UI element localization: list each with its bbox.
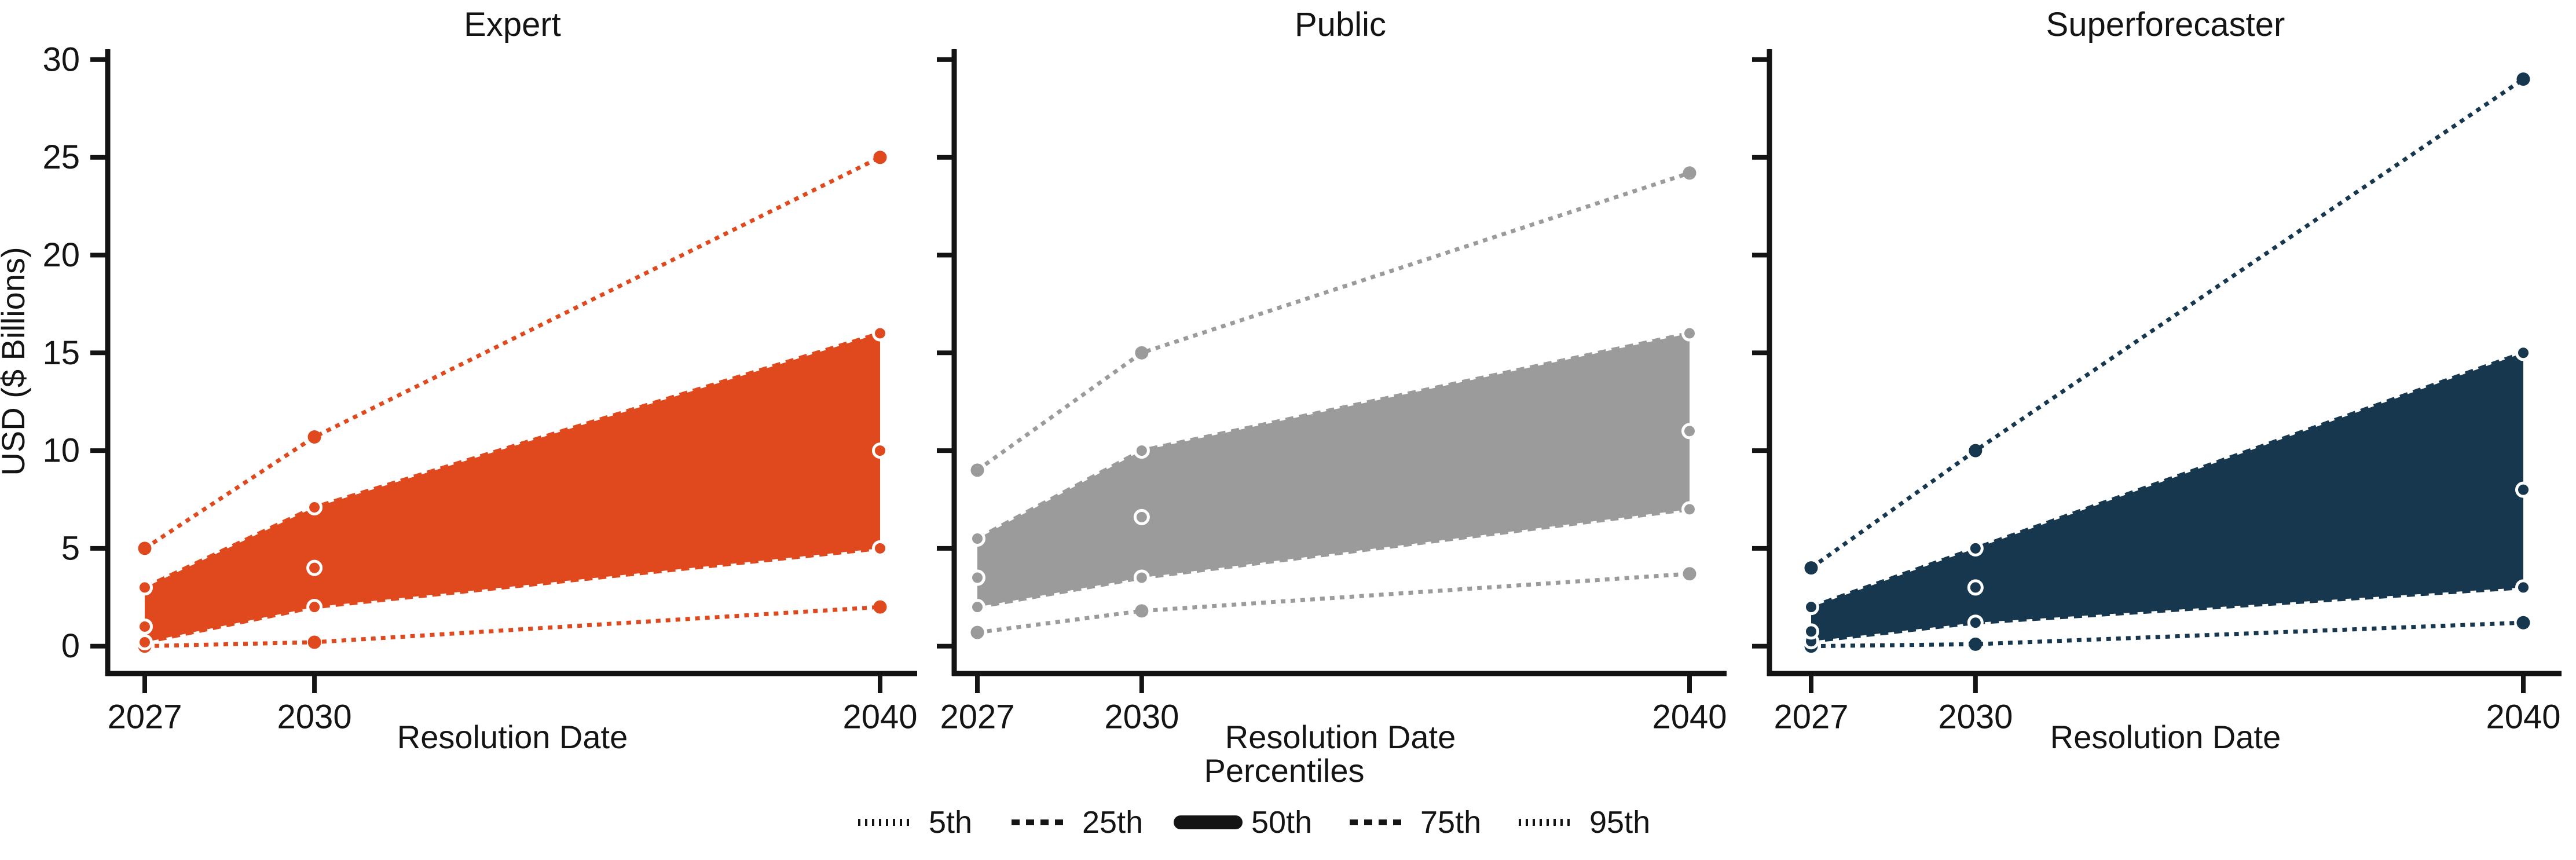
data-point-25th-2030 [1967, 614, 1984, 631]
data-point-25th-2030 [1133, 569, 1150, 586]
x-tick-label: 2027 [1773, 698, 1848, 736]
data-point-50th-2027 [137, 618, 153, 635]
data-point-5th-2040 [2516, 616, 2530, 630]
y-tick-label: 5 [61, 529, 80, 567]
x-axis-label: Resolution Date [1225, 719, 1456, 755]
legend-item-label: 75th [1420, 805, 1481, 840]
x-tick-label: 2040 [842, 698, 917, 736]
y-tick-label: 30 [42, 41, 80, 78]
x-axis-label: Resolution Date [397, 719, 628, 755]
data-point-5th-2040 [873, 600, 887, 614]
interquartile-band [977, 333, 1690, 608]
data-point-95th-2040 [2516, 72, 2530, 86]
panel-title: Public [1295, 6, 1386, 43]
data-point-50th-2040 [2515, 481, 2531, 498]
y-tick-label: 25 [42, 138, 80, 176]
panel-expert: 0 5 10 15 20 25 30 2027 2030 2040 Expert Resolution… [42, 6, 917, 755]
x-tick-label: 2040 [2486, 698, 2560, 736]
legend-item-label: 95th [1589, 805, 1650, 840]
data-point-25th-2027 [137, 634, 153, 650]
data-point-25th-2027 [969, 599, 985, 616]
panel-superforecaster: 2027 2030 2040 Superforecaster Resolution Da… [1752, 6, 2562, 755]
data-point-25th-2040 [1681, 501, 1698, 518]
data-point-50th-2030 [306, 559, 323, 576]
data-point-75th-2040 [872, 325, 888, 342]
legend-item-5th: 5th [858, 805, 972, 840]
x-tick-label: 2030 [1938, 698, 2013, 736]
data-point-75th-2040 [2515, 345, 2531, 361]
data-point-50th-2027 [969, 569, 985, 586]
x-axis-label: Resolution Date [2050, 719, 2281, 755]
data-point-75th-2030 [1967, 540, 1984, 557]
x-tick-label: 2027 [107, 698, 182, 736]
percentile-line-95th [144, 155, 881, 550]
panel-title: Superforecaster [2046, 6, 2285, 43]
data-point-95th-2027 [1804, 561, 1818, 575]
panel-public: 2027 2030 2040 Public Resolution Date [937, 6, 1727, 755]
data-point-5th-2027 [970, 625, 984, 639]
y-tick-label: 15 [42, 334, 80, 372]
data-point-25th-2040 [872, 540, 888, 557]
legend: Percentiles 5th 25th 50th 75th 95th [858, 752, 1650, 840]
percentile-line-5th [977, 572, 1690, 635]
panel-title: Expert [464, 6, 561, 43]
x-tick-label: 2040 [1652, 698, 1727, 736]
data-point-95th-2040 [873, 151, 887, 164]
percentile-line-95th [1809, 77, 2524, 570]
legend-item-95th: 95th [1519, 805, 1650, 840]
interquartile-band [1811, 353, 2523, 642]
data-point-5th-2030 [1135, 604, 1149, 618]
data-point-75th-2030 [1133, 442, 1150, 459]
x-tick-label: 2027 [940, 698, 1014, 736]
y-tick-label: 0 [61, 627, 80, 665]
data-point-50th-2030 [1967, 579, 1984, 596]
data-point-50th-2040 [872, 442, 888, 459]
y-tick-label: 20 [42, 236, 80, 274]
legend-title: Percentiles [1204, 752, 1364, 789]
data-point-5th-2030 [307, 635, 321, 649]
legend-item-50th: 50th [1174, 805, 1312, 840]
percentile-line-25th [1811, 585, 2524, 643]
data-point-95th-2040 [1683, 166, 1696, 180]
legend-item-75th: 75th [1350, 805, 1481, 840]
data-point-50th-2027 [1803, 623, 1819, 640]
y-tick-label: 10 [42, 432, 80, 470]
data-point-95th-2030 [1135, 346, 1149, 360]
data-point-25th-2040 [2515, 579, 2531, 596]
data-point-25th-2030 [306, 599, 323, 616]
interquartile-band [145, 333, 880, 642]
legend-item-label: 50th [1251, 805, 1312, 840]
legend-item-label: 25th [1082, 805, 1143, 840]
data-point-50th-2030 [1133, 508, 1150, 525]
x-tick-label: 2030 [277, 698, 352, 736]
data-point-75th-2040 [1681, 325, 1698, 342]
data-point-75th-2027 [137, 579, 153, 596]
data-point-50th-2040 [1681, 423, 1698, 440]
data-point-95th-2030 [307, 430, 321, 444]
data-point-75th-2030 [306, 499, 323, 516]
data-point-95th-2027 [970, 463, 984, 477]
data-point-5th-2030 [1969, 637, 1983, 651]
data-point-75th-2027 [1803, 599, 1819, 616]
legend-item-label: 5th [929, 805, 972, 840]
data-point-95th-2027 [138, 541, 152, 555]
data-point-75th-2027 [969, 530, 985, 547]
data-point-95th-2030 [1969, 444, 1983, 458]
data-point-5th-2040 [1683, 567, 1696, 581]
legend-item-25th: 25th [1012, 805, 1143, 840]
panels-group: 0 5 10 15 20 25 30 2027 2030 2040 Expert Resolution… [42, 6, 2562, 755]
x-tick-label: 2030 [1104, 698, 1179, 736]
y-axis-label: USD ($ Billions) [0, 247, 31, 475]
